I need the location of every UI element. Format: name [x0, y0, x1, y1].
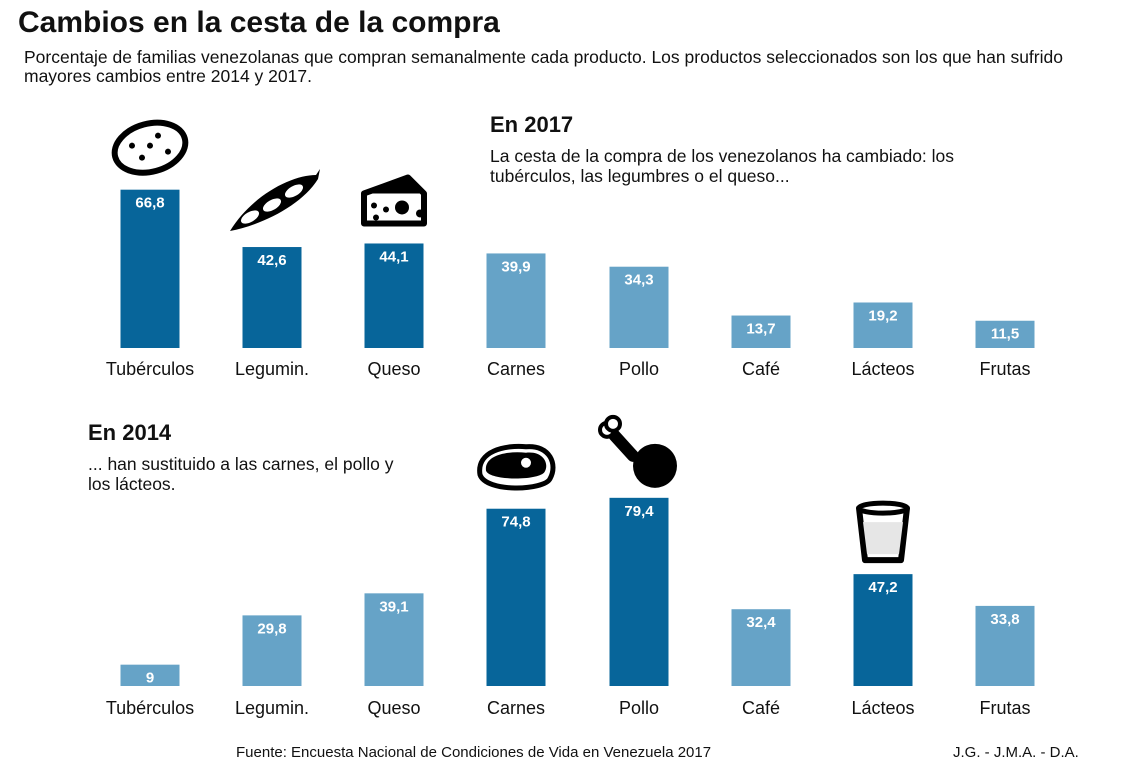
- data-label: 44,1: [379, 248, 408, 265]
- data-label: 39,9: [501, 258, 530, 275]
- category-label: Frutas: [979, 359, 1030, 379]
- section-title-2014: En 2014: [88, 420, 172, 445]
- data-label: 13,7: [746, 321, 775, 338]
- category-label: Lácteos: [851, 359, 914, 379]
- annotation-2017: La cesta de la compra de los venezolanos…: [490, 146, 955, 186]
- category-label: Café: [742, 359, 780, 379]
- cheese-icon: [361, 174, 427, 227]
- data-label: 79,4: [624, 503, 654, 520]
- data-label: 9: [146, 670, 154, 687]
- category-label: Queso: [367, 359, 420, 379]
- data-label: 34,3: [624, 272, 653, 289]
- category-label: Lácteos: [851, 698, 914, 718]
- data-label: 42,6: [257, 252, 286, 269]
- category-label: Tubérculos: [106, 359, 194, 379]
- category-label: Tubérculos: [106, 698, 194, 718]
- bar-2017-1: [242, 247, 302, 348]
- steak-icon: [477, 443, 556, 491]
- potato-icon: [111, 119, 189, 176]
- bar-2017-3: [486, 253, 546, 348]
- chart-title: Cambios en la cesta de la compra: [18, 6, 500, 39]
- bar-2017-0: [120, 189, 180, 348]
- bar-2014-6: [853, 574, 913, 686]
- data-label: 32,4: [746, 614, 776, 631]
- category-label: Pollo: [619, 698, 659, 718]
- category-label: Pollo: [619, 359, 659, 379]
- data-label: 29,8: [257, 620, 286, 637]
- data-label: 47,2: [868, 579, 897, 596]
- category-label: Carnes: [487, 359, 545, 379]
- bar-2017-5: [731, 315, 791, 348]
- data-label: 39,1: [379, 598, 408, 615]
- bar-2014-4: [609, 497, 669, 686]
- data-label: 19,2: [868, 307, 897, 324]
- category-label: Café: [742, 698, 780, 718]
- credit-note: J.G. - J.M.A. - D.A.: [953, 744, 1079, 761]
- data-label: 66,8: [135, 195, 164, 212]
- data-label: 33,8: [990, 611, 1019, 628]
- data-label: 11,5: [991, 326, 1019, 343]
- annotation-2014: ... han sustituido a las carnes, el poll…: [88, 454, 394, 494]
- source-note: Fuente: Encuesta Nacional de Condiciones…: [236, 744, 712, 761]
- chicken-leg-icon: [598, 414, 677, 488]
- bar-2017-6: [853, 302, 913, 348]
- bar-2014-1: [242, 615, 302, 686]
- data-label: 74,8: [501, 514, 530, 531]
- category-label: Carnes: [487, 698, 545, 718]
- bean-pod-icon: [230, 169, 320, 232]
- category-label: Frutas: [979, 698, 1030, 718]
- bar-2014-3: [486, 508, 546, 686]
- milk-glass-icon: [856, 500, 910, 564]
- category-label: Legumin.: [235, 698, 309, 718]
- chart-subtitle: Porcentaje de familias venezolanas que c…: [24, 47, 1063, 86]
- category-label: Legumin.: [235, 359, 309, 379]
- section-title-2017: En 2017: [490, 112, 574, 137]
- bar-2017-7: [975, 320, 1035, 348]
- bar-2014-5: [731, 609, 791, 686]
- category-label: Queso: [367, 698, 420, 718]
- bar-2014-0: [120, 664, 180, 686]
- bar-2017-2: [364, 243, 424, 348]
- bar-2017-4: [609, 266, 669, 348]
- bar-2014-2: [364, 593, 424, 686]
- bar-2014-7: [975, 605, 1035, 686]
